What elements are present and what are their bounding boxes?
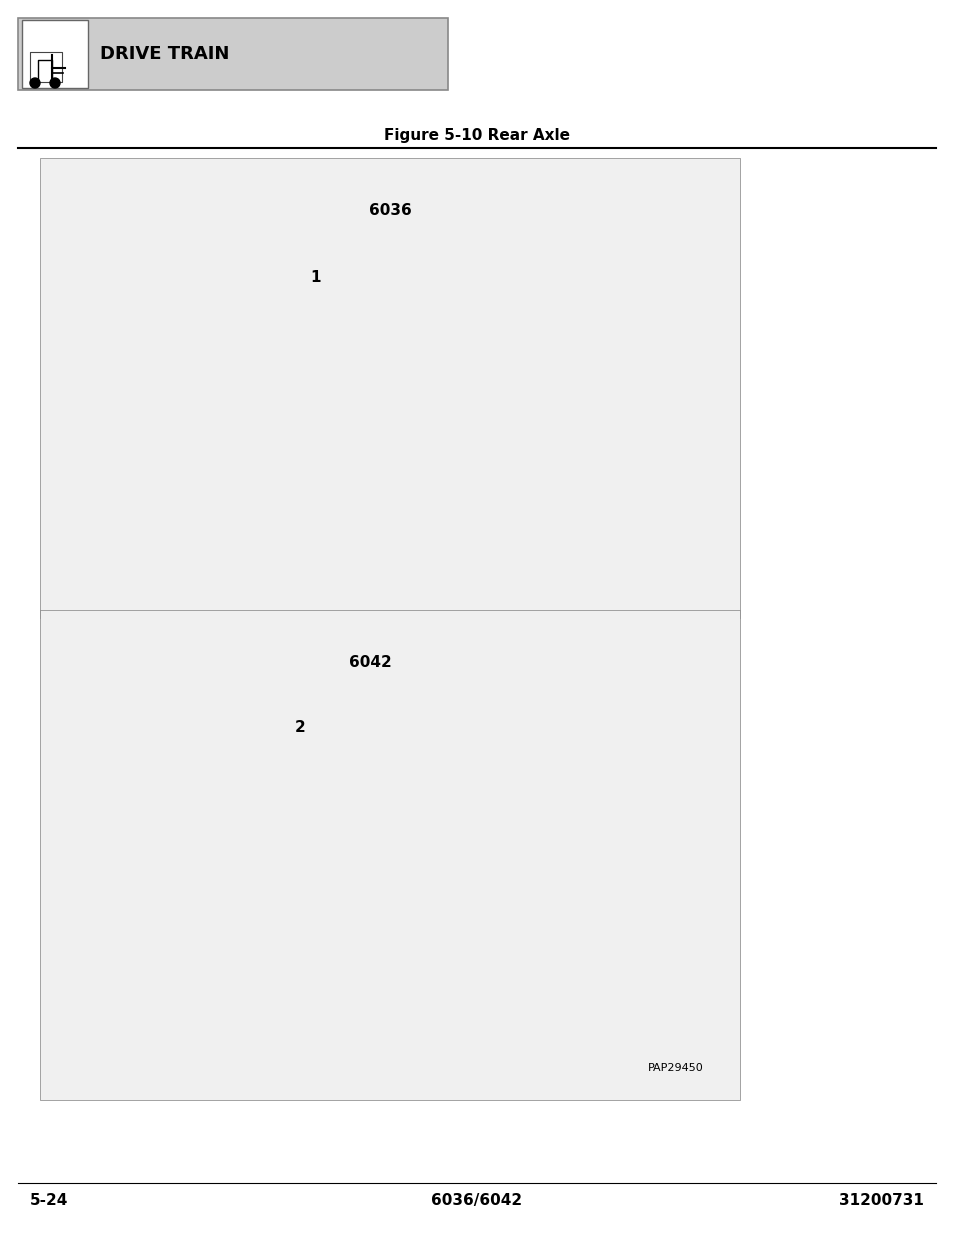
Text: 31200731: 31200731: [839, 1193, 923, 1208]
Circle shape: [50, 78, 60, 88]
Text: PAP29450: PAP29450: [647, 1063, 703, 1073]
Bar: [40, 610, 740, 1100]
Text: DRIVE TRAIN: DRIVE TRAIN: [100, 44, 229, 63]
Bar: [18, 19, 448, 90]
Text: 6042: 6042: [348, 655, 391, 671]
Bar: [40, 158, 740, 618]
Bar: [22, 20, 88, 88]
Text: 5-24: 5-24: [30, 1193, 69, 1208]
Text: 2: 2: [294, 720, 305, 735]
Text: 6036/6042: 6036/6042: [431, 1193, 522, 1208]
Text: Figure 5-10 Rear Axle: Figure 5-10 Rear Axle: [384, 128, 569, 143]
Circle shape: [30, 78, 40, 88]
Text: 6036: 6036: [368, 203, 411, 219]
Text: 1: 1: [311, 270, 321, 285]
